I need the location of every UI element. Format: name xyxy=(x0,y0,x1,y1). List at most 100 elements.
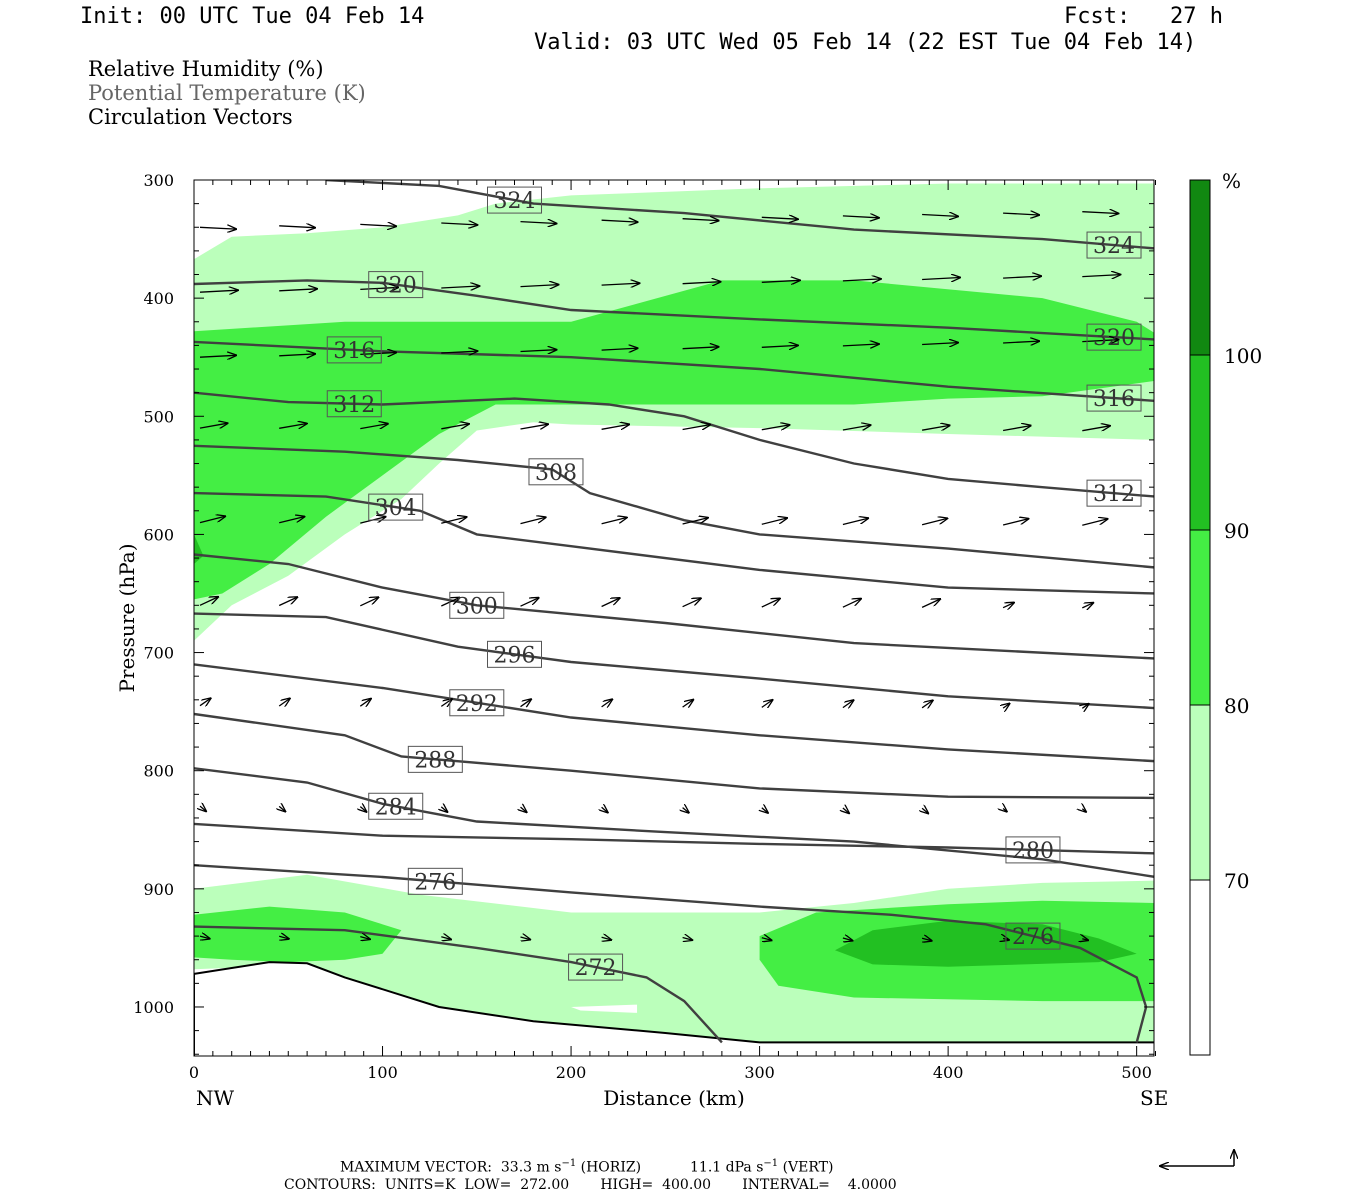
colorbar-label-90: 90 xyxy=(1224,519,1249,543)
vector-2-10 xyxy=(1003,341,1039,343)
vector-5-7 xyxy=(761,599,780,608)
vector-6-2 xyxy=(359,699,371,707)
vector-6-7 xyxy=(761,700,773,708)
footer-max-vector: MAXIMUM VECTOR: 33.3 m s−1 (HORIZ) 11.1 … xyxy=(340,1158,834,1176)
contour-label-316-0: 316 xyxy=(333,339,375,364)
circulation-vectors xyxy=(200,212,1120,941)
contour-label-308-0: 308 xyxy=(535,461,577,486)
vector-1-6 xyxy=(682,282,721,284)
x-axis-label: Distance (km) xyxy=(603,1086,745,1110)
y-tick-label-900: 900 xyxy=(143,880,174,899)
contour-labels: 272 276 276 280 284 288 292 296 300 304 308 312 312 3… xyxy=(326,186,1142,981)
vector-4-9 xyxy=(921,518,947,526)
contour-label-304-0: 304 xyxy=(375,496,417,521)
vector-5-1 xyxy=(278,597,297,607)
rh-region-80-3 xyxy=(194,906,402,963)
contour-label-320-0: 320 xyxy=(375,274,417,299)
vector-5-11 xyxy=(1082,603,1093,608)
vector-3-8 xyxy=(842,425,871,431)
vector-3-6 xyxy=(682,425,711,431)
vector-2-9 xyxy=(922,343,958,345)
contour-label-box-316-1 xyxy=(1086,384,1142,412)
terrain-fill xyxy=(194,961,1154,1056)
vector-4-7 xyxy=(761,518,787,525)
vector-0-9 xyxy=(922,215,958,217)
theta-contour-312 xyxy=(194,391,1154,498)
vector-4-5 xyxy=(601,518,627,525)
vector-1-10 xyxy=(1003,276,1041,278)
vector-7-7 xyxy=(762,808,768,813)
vector-0-2 xyxy=(360,224,396,226)
vector-2-11 xyxy=(1082,340,1118,342)
vector-5-5 xyxy=(601,598,620,608)
x-tick-label-500: 500 xyxy=(1121,1063,1152,1082)
vector-1-3 xyxy=(441,286,479,288)
contour-label-284-0: 284 xyxy=(375,795,417,820)
max-vector-horiz: 33.3 m s xyxy=(500,1159,562,1176)
vector-7-5 xyxy=(602,807,608,812)
contour-label-box-276-0 xyxy=(407,867,463,895)
contour-label-box-292-0 xyxy=(449,689,505,717)
vector-3-2 xyxy=(360,424,388,430)
vector-6-8 xyxy=(842,700,854,707)
contour-label-324-1: 324 xyxy=(1093,234,1135,259)
valid-time: Valid: 03 UTC Wed 05 Feb 14 (22 EST Tue … xyxy=(534,30,1197,55)
theta-contour-276 xyxy=(194,864,1148,1043)
vector-7-8 xyxy=(843,808,849,813)
vector-1-11 xyxy=(1082,275,1120,277)
vector-6-11 xyxy=(1082,704,1088,709)
vector-5-3 xyxy=(441,598,459,607)
vector-8-1 xyxy=(279,936,289,939)
vector-7-4 xyxy=(521,807,527,812)
vector-4-0 xyxy=(199,516,225,524)
vector-7-9 xyxy=(922,808,928,813)
colorbar-segment-0 xyxy=(1189,879,1211,1056)
theta-contour-296 xyxy=(194,612,1154,710)
theta-contour-304 xyxy=(194,491,1154,595)
vector-0-11 xyxy=(1082,212,1118,214)
vector-0-0 xyxy=(199,227,236,229)
vector-6-6 xyxy=(682,700,694,707)
theta-contours xyxy=(194,180,1154,1044)
vector-8-2 xyxy=(360,937,370,940)
plot-frame xyxy=(193,179,1155,1057)
contour-label-312-0: 312 xyxy=(333,393,375,418)
contour-label-box-284-0 xyxy=(368,792,424,820)
theta-contour-324 xyxy=(325,180,1154,250)
vector-8-0 xyxy=(199,936,210,939)
contour-label-box-296-0 xyxy=(487,640,543,668)
vector-0-4 xyxy=(520,222,557,224)
vector-8-4 xyxy=(520,937,531,940)
contour-label-box-324-1 xyxy=(1086,231,1142,259)
colorbar-unit: % xyxy=(1222,169,1241,193)
forecast-hour: Fcst: 27 h xyxy=(1064,4,1223,29)
rh-dry-patch xyxy=(571,1004,638,1013)
contour-label-box-272-0 xyxy=(568,953,624,981)
contour-label-280-0: 280 xyxy=(1012,839,1054,864)
rh-region-80-2 xyxy=(194,280,1154,600)
vector-2-1 xyxy=(279,354,315,356)
x-tick-label-400: 400 xyxy=(933,1063,964,1082)
vector-1-7 xyxy=(761,280,800,282)
contour-label-box-304-0 xyxy=(368,493,424,521)
legend-circulation-vectors: Circulation Vectors xyxy=(88,105,293,129)
colorbar-label-100: 100 xyxy=(1224,344,1262,368)
vector-0-7 xyxy=(761,217,798,219)
vector-0-10 xyxy=(1003,213,1039,215)
vector-3-1 xyxy=(279,424,307,429)
colorbar-segment-3 xyxy=(1189,354,1211,531)
y-axis-label: Pressure (hPa) xyxy=(115,544,139,693)
contour-label-288-0: 288 xyxy=(414,748,456,773)
vector-6-4 xyxy=(520,699,532,707)
contour-label-300-0: 300 xyxy=(456,594,498,619)
x-tick-label-100: 100 xyxy=(367,1063,398,1082)
vector-3-5 xyxy=(601,424,630,430)
y-tick-label-600: 600 xyxy=(143,525,174,544)
vector-4-4 xyxy=(520,517,546,525)
vector-0-6 xyxy=(682,219,719,221)
vector-7-6 xyxy=(683,808,689,813)
vector-3-4 xyxy=(520,424,549,429)
contour-label-box-288-0 xyxy=(407,745,463,773)
vector-4-8 xyxy=(842,518,868,526)
vector-2-4 xyxy=(520,350,557,352)
